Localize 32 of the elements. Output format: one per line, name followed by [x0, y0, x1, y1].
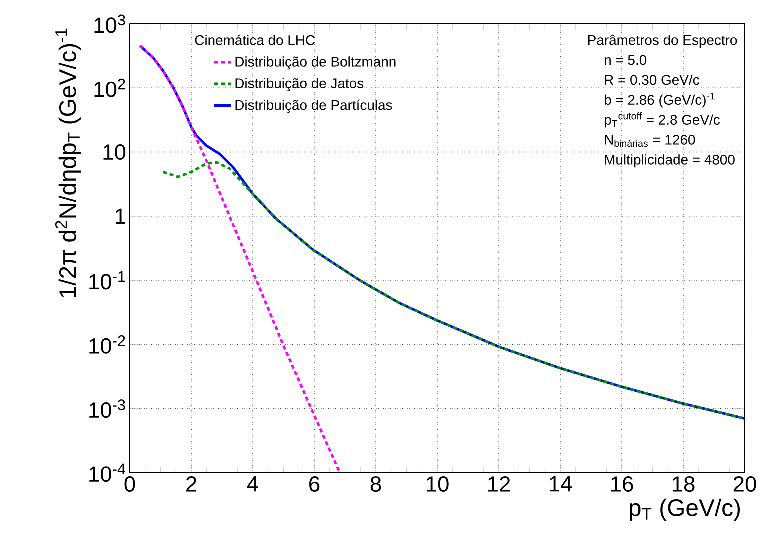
legend-label: Distribuição de Jatos — [236, 78, 364, 92]
annotation: p$_{T}$$^{cutoff}$ = 2.8 GeV/c — [604, 112, 720, 128]
y-tick-label: 10$^{-1}$ — [90, 271, 126, 290]
y-tick-label: 10$^{-3}$ — [90, 400, 126, 418]
x-tick-label: 10 — [426, 476, 449, 492]
legend-title: Cinemática do LHC — [195, 34, 316, 46]
x-tick-label: 16 — [611, 476, 634, 492]
y-axis-title: 1/2π d$^{2}$N/dηdp$_{T}$ (GeV/c)$^{-1}$ — [55, 28, 82, 298]
y-tick-label: 10$^{3}$ — [94, 14, 126, 34]
annotation: n = 5.0 — [604, 55, 647, 66]
x-tick-label: 14 — [550, 476, 572, 492]
y-tick-label: 10 — [104, 144, 126, 160]
x-tick-label: 18 — [672, 476, 695, 492]
annotation: b = 2.86 (GeV/c)$^{-1}$ — [604, 92, 715, 108]
legend-label: Distribuição de Partículas — [236, 100, 392, 114]
y-tick-label: 10$^{-4}$ — [90, 464, 126, 482]
annotation: N$_{binárias}$ = 1260 — [605, 135, 696, 148]
y-tick-label: 10$^{-2}$ — [90, 335, 126, 354]
x-axis-title: p$_{T}$ (GeV/c) — [630, 498, 740, 522]
x-tick-label: 0 — [124, 476, 136, 492]
x-tick-label: 6 — [310, 476, 320, 492]
y-tick-label: 1 — [116, 208, 126, 224]
x-tick-label: 12 — [488, 476, 510, 492]
legend-label: Distribuição de Boltzmann — [236, 56, 396, 70]
x-tick-label: 20 — [734, 476, 756, 492]
annotation: Multiplicidade = 4800 — [605, 154, 735, 168]
x-tick-label: 2 — [186, 476, 197, 492]
x-tick-label: 8 — [370, 476, 382, 492]
annotation: Parâmetros do Espectro — [588, 34, 738, 48]
annotation: R = 0.30 GeV/c — [605, 74, 700, 86]
x-tick-label: 4 — [247, 476, 258, 492]
y-tick-label: 10$^{2}$ — [94, 78, 126, 98]
